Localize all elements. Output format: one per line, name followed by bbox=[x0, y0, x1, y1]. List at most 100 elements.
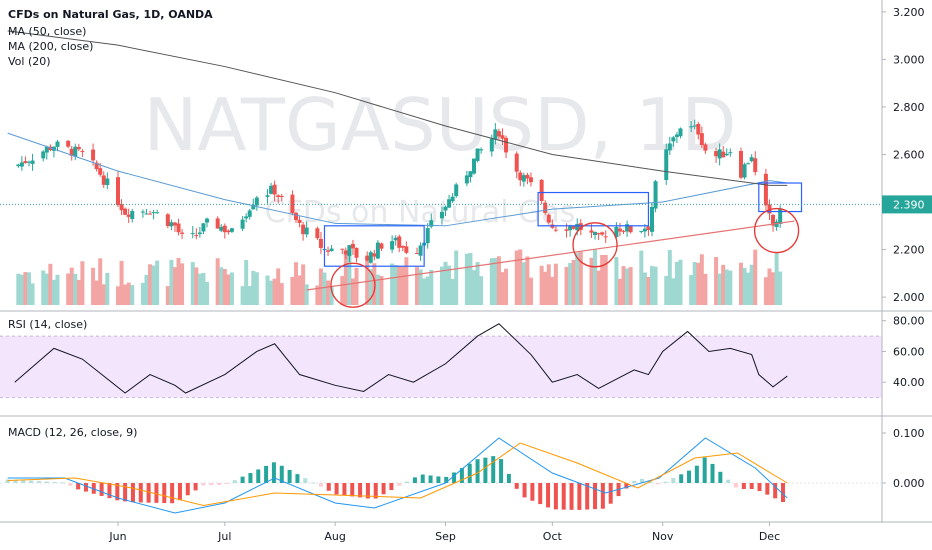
volume-bar bbox=[315, 285, 320, 305]
volume-bar bbox=[468, 252, 473, 305]
candle-body bbox=[304, 227, 309, 235]
volume-bar bbox=[728, 270, 733, 305]
macd-histogram-bar bbox=[467, 463, 472, 483]
candle-body bbox=[91, 149, 96, 161]
volume-bar bbox=[418, 269, 423, 305]
candle-body bbox=[625, 224, 630, 232]
trendline bbox=[306, 220, 795, 291]
volume-bar bbox=[240, 286, 245, 305]
candle-body bbox=[564, 229, 569, 231]
volume-bar bbox=[571, 259, 576, 305]
macd-histogram-bar bbox=[193, 483, 198, 491]
candle-body bbox=[205, 218, 209, 223]
volume-bar bbox=[543, 271, 548, 305]
volume-bar bbox=[219, 267, 224, 305]
volume-bar bbox=[404, 257, 409, 305]
study-label-ma200: MA (200, close) bbox=[8, 40, 93, 53]
candle-body bbox=[318, 238, 323, 248]
volume-bar bbox=[593, 249, 598, 305]
macd-signal-line bbox=[7, 442, 788, 507]
price-tick-label: 2.800 bbox=[893, 101, 925, 114]
macd-histogram-bar bbox=[13, 479, 18, 483]
macd-histogram-bar bbox=[326, 483, 331, 491]
macd-histogram-bar bbox=[123, 483, 128, 502]
volume-bar bbox=[689, 274, 694, 305]
candle-body bbox=[593, 231, 598, 236]
candle-body bbox=[475, 148, 480, 161]
candle-body bbox=[130, 210, 135, 220]
candle-body bbox=[155, 212, 160, 214]
volume-bar bbox=[550, 276, 555, 305]
candle-body bbox=[728, 152, 733, 154]
macd-histogram-bar bbox=[687, 470, 692, 483]
candle-body bbox=[703, 144, 708, 151]
price-axis-layer: 3.2003.0002.8002.6002.4002.2002.00080.00… bbox=[108, 6, 932, 543]
candle-body bbox=[101, 175, 106, 185]
candle-body bbox=[98, 168, 103, 175]
macd-histogram-bar bbox=[553, 483, 558, 510]
volume-bar bbox=[130, 285, 135, 305]
volume-bar bbox=[101, 284, 106, 305]
macd-histogram-bar bbox=[710, 463, 715, 483]
macd-tick-label: 0.000 bbox=[893, 477, 925, 490]
candle-body bbox=[496, 131, 501, 137]
highlight-circle bbox=[330, 262, 376, 308]
macd-histogram-bar bbox=[781, 483, 786, 502]
candle-body bbox=[671, 137, 676, 142]
volume-bar bbox=[667, 249, 672, 305]
macd-histogram-bar bbox=[91, 483, 96, 494]
highlight-circle bbox=[753, 207, 800, 254]
volume-bar bbox=[521, 262, 526, 305]
volume-bar bbox=[215, 258, 220, 305]
volume-bar bbox=[674, 261, 679, 305]
macd-histogram-bar bbox=[217, 483, 222, 485]
volume-bar bbox=[27, 272, 31, 305]
candle-body bbox=[454, 184, 459, 197]
candle-body bbox=[219, 226, 224, 231]
macd-histogram-bar bbox=[162, 483, 167, 504]
candle-body bbox=[80, 151, 85, 153]
candle-body bbox=[667, 143, 672, 151]
volume-bar bbox=[119, 260, 124, 305]
macd-histogram-bar bbox=[679, 474, 684, 483]
candle-body bbox=[400, 246, 405, 248]
candle-body bbox=[148, 213, 153, 215]
candle-body bbox=[350, 243, 355, 249]
volume-bar bbox=[297, 275, 302, 305]
candle-body bbox=[479, 149, 484, 151]
candle-body bbox=[290, 194, 295, 214]
macd-histogram-bar bbox=[279, 465, 284, 483]
macd-histogram-bar bbox=[334, 483, 339, 495]
candle-body bbox=[229, 228, 234, 232]
macd-histogram-bar bbox=[44, 481, 49, 483]
watermark-symbol: NATGASUSD, 1D bbox=[143, 83, 736, 167]
candle-body bbox=[600, 232, 605, 235]
candle-body bbox=[119, 204, 124, 211]
candle-body bbox=[347, 245, 352, 257]
candle-body bbox=[123, 208, 128, 215]
volume-bar bbox=[247, 286, 252, 305]
volume-bar bbox=[600, 255, 605, 305]
highlight-circle bbox=[572, 222, 618, 268]
candle-body bbox=[546, 214, 551, 223]
volume-bar bbox=[69, 267, 74, 305]
volume-bar bbox=[229, 272, 234, 305]
volume-bar bbox=[429, 269, 434, 305]
volume-bar bbox=[514, 250, 519, 305]
volume-bar bbox=[617, 278, 622, 305]
volume-bar bbox=[475, 262, 480, 305]
candle-body bbox=[176, 223, 181, 233]
macd-histogram-bar bbox=[522, 483, 527, 498]
volume-bar bbox=[375, 274, 380, 305]
candle-body bbox=[30, 160, 35, 164]
volume-bar bbox=[347, 249, 352, 305]
volume-bar bbox=[774, 251, 779, 305]
volume-bar bbox=[714, 256, 719, 305]
candle-body bbox=[721, 151, 726, 158]
macd-histogram-bar bbox=[130, 483, 135, 503]
volume-bar bbox=[194, 267, 199, 305]
volume-bar bbox=[48, 263, 53, 305]
candle-body bbox=[578, 223, 583, 230]
chart-title: CFDs on Natural Gas, 1D, OANDA bbox=[8, 8, 213, 21]
candle-body bbox=[265, 195, 270, 197]
